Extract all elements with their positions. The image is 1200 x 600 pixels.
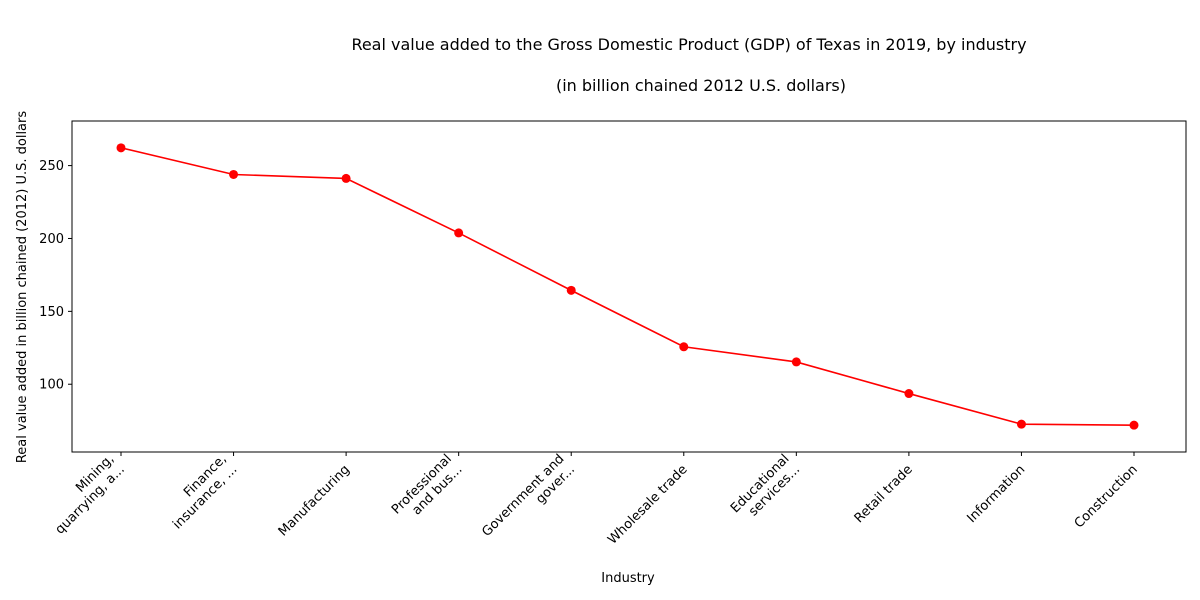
data-point: [229, 169, 239, 179]
x-tick-label-line: Information: [964, 462, 1028, 526]
x-tick-label: Finance,insurance, ...: [160, 452, 241, 533]
x-tick-label: Wholesale trade: [605, 462, 690, 547]
x-tick-label: Educationalservices...: [728, 452, 803, 527]
x-tick-label: Construction: [1072, 462, 1141, 531]
x-axis-label: Industry: [601, 571, 655, 586]
y-axis: 100 150 200 250: [39, 159, 72, 393]
x-tick-label: Information: [964, 462, 1028, 526]
data-point: [566, 285, 576, 295]
x-tick-label: Retail trade: [852, 462, 916, 526]
y-tick-label: 200: [39, 232, 64, 247]
series-line: [120, 147, 1135, 426]
x-tick-label-line: Manufacturing: [276, 462, 353, 539]
y-tick-label: 150: [39, 305, 64, 320]
y-tick-label: 100: [39, 378, 64, 393]
x-tick-label: Mining,quarrying, a...: [42, 452, 128, 538]
x-tick-label-line: Construction: [1072, 462, 1141, 531]
data-point: [1129, 420, 1139, 430]
plot-area: [71, 120, 1187, 453]
x-tick-label-line: Wholesale trade: [605, 462, 690, 547]
series-points: [116, 143, 1139, 430]
x-tick-label: Manufacturing: [276, 462, 353, 539]
x-tick-label: Government andgover...: [479, 452, 578, 551]
data-point: [1016, 419, 1026, 429]
data-point: [341, 173, 351, 183]
data-point: [454, 228, 464, 238]
data-point: [791, 357, 801, 367]
x-axis: Mining,quarrying, a... Finance,insurance,…: [42, 452, 1141, 551]
chart-subtitle: (in billion chained 2012 U.S. dollars): [556, 76, 846, 95]
x-tick-label: Professionaland bus...: [389, 452, 465, 528]
x-tick-label-line: Retail trade: [852, 462, 916, 526]
y-tick-label: 250: [39, 159, 64, 174]
data-point: [679, 342, 689, 352]
chart-title: Real value added to the Gross Domestic P…: [351, 35, 1026, 54]
data-point: [116, 143, 126, 153]
data-point: [904, 389, 914, 399]
y-axis-label: Real value added in billion chained (201…: [15, 111, 30, 464]
